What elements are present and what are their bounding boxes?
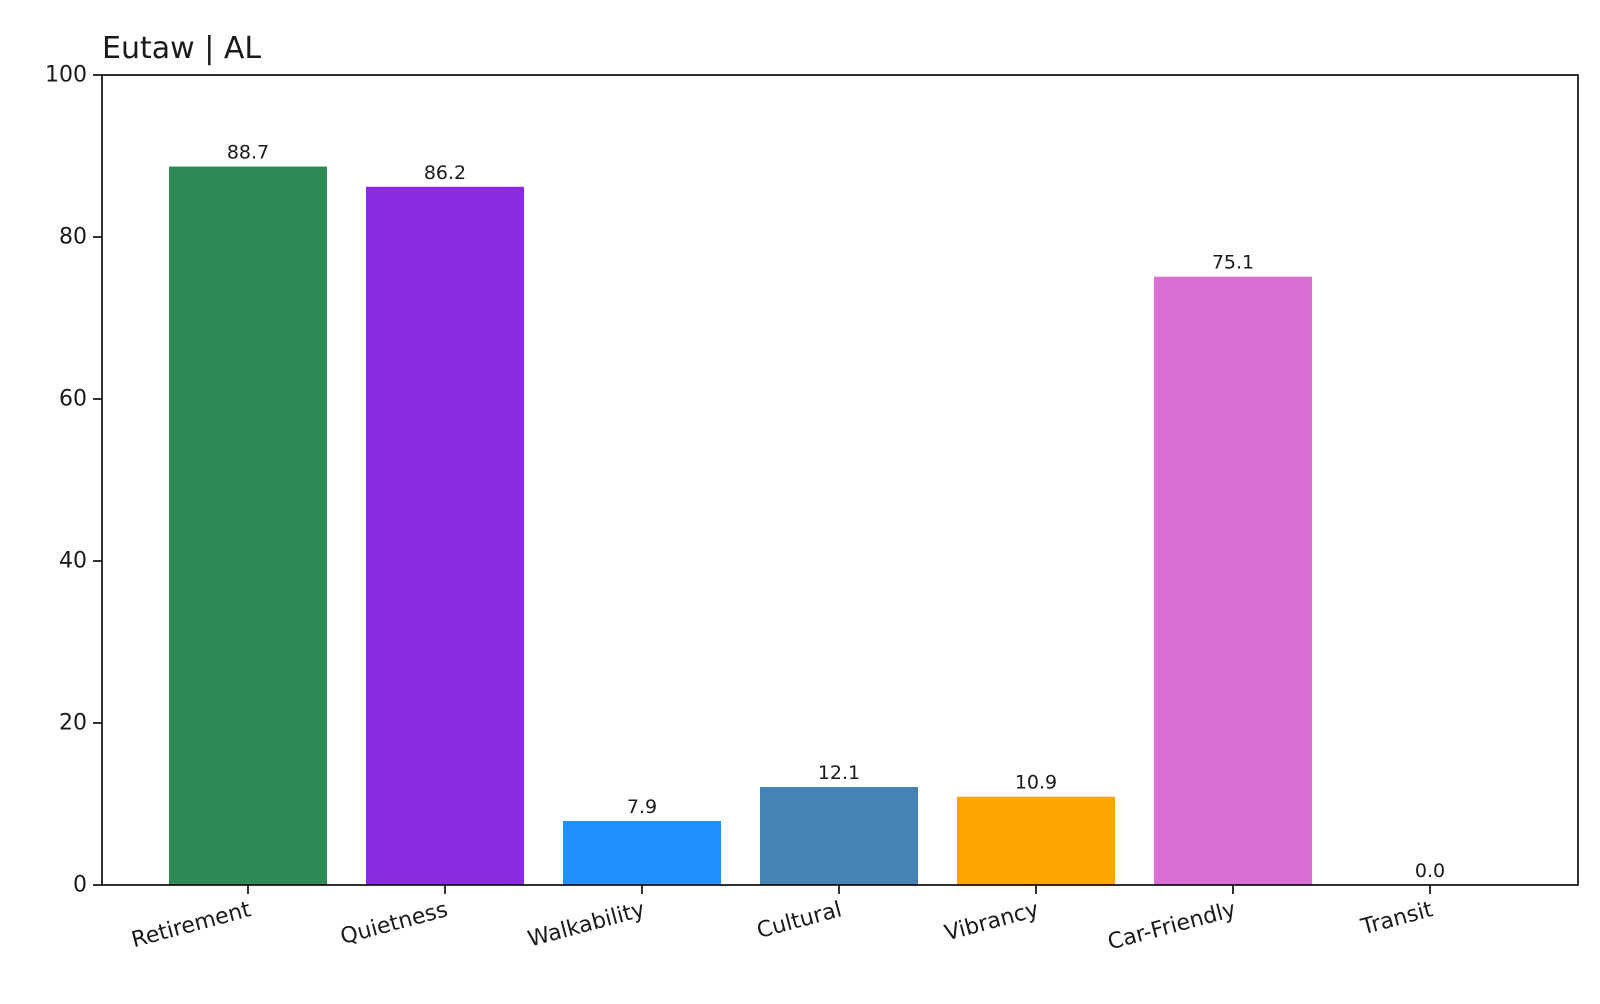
bar-car-friendly	[1154, 276, 1312, 885]
x-tick-label-retirement: Retirement	[129, 897, 254, 953]
x-tick-label-walkability: Walkability	[525, 897, 647, 952]
bar-walkability	[563, 821, 721, 885]
x-tick-label-transit: Transit	[1358, 897, 1436, 940]
data-label-walkability: 7.9	[627, 796, 657, 818]
y-tick-label-20: 20	[59, 711, 87, 736]
data-label-cultural: 12.1	[818, 762, 860, 784]
data-label-retirement: 88.7	[227, 142, 269, 164]
bar-quietness	[366, 186, 524, 885]
y-tick-label-100: 100	[45, 63, 87, 88]
data-label-transit: 0.0	[1415, 860, 1445, 882]
y-tick-label-40: 40	[59, 549, 87, 574]
bar-retirement	[169, 166, 327, 885]
x-tick-label-vibrancy: Vibrancy	[942, 897, 1041, 946]
bars-layer	[169, 166, 1312, 885]
y-tick-label-60: 60	[59, 387, 87, 412]
bar-cultural	[760, 786, 918, 885]
chart-title: Eutaw | AL	[102, 31, 261, 66]
plot-frame	[101, 74, 1579, 886]
data-labels-layer: 88.7 86.2 7.9 12.1 10.9 75.1 0.0	[227, 142, 1445, 882]
y-axis: 0 20 40 60 80 100	[45, 63, 102, 898]
data-label-car-friendly: 75.1	[1212, 252, 1254, 274]
x-tick-label-cultural: Cultural	[754, 897, 844, 944]
y-tick-label-80: 80	[59, 225, 87, 250]
x-tick-label-car-friendly: Car-Friendly	[1105, 897, 1238, 955]
data-label-quietness: 86.2	[424, 162, 466, 184]
data-label-vibrancy: 10.9	[1015, 772, 1057, 794]
bar-vibrancy	[957, 796, 1115, 885]
x-tick-label-quietness: Quietness	[338, 897, 451, 950]
x-axis: Retirement Quietness Walkability Cultural Vi…	[129, 885, 1436, 955]
y-tick-label-0: 0	[73, 873, 87, 898]
